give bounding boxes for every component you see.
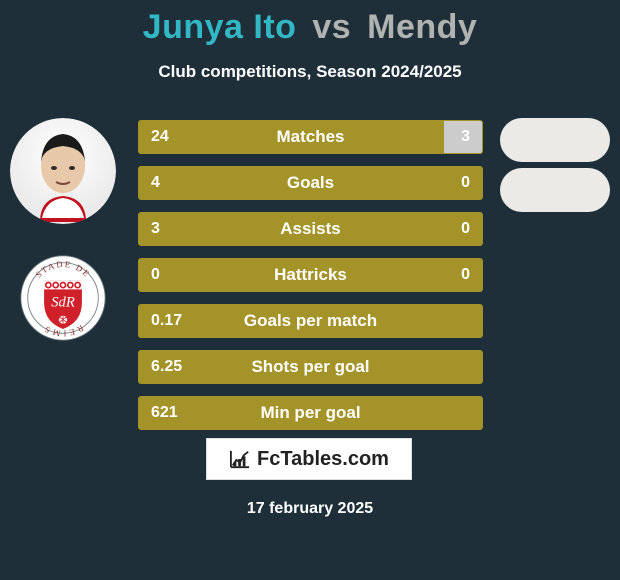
subtitle: Club competitions, Season 2024/2025 [0, 62, 620, 82]
title-player1: Junya Ito [143, 8, 297, 46]
stat-label: Matches [139, 121, 482, 153]
stat-row: 243Matches [138, 120, 483, 154]
stat-label: Goals [139, 167, 482, 199]
player2-avatar-oval-2 [500, 168, 610, 212]
stat-row: 6.25Shots per goal [138, 350, 483, 384]
chart-icon [229, 449, 251, 469]
stat-row: 30Assists [138, 212, 483, 246]
title-player2: Mendy [367, 8, 477, 46]
page-title: Junya Ito vs Mendy [0, 8, 620, 47]
crest-mono: SdR [51, 295, 75, 311]
stat-label: Goals per match [139, 305, 482, 337]
player2-avatar-oval-1 [500, 118, 610, 162]
stat-row: 621Min per goal [138, 396, 483, 430]
brand-box[interactable]: FcTables.com [206, 438, 412, 480]
stat-label: Hattricks [139, 259, 482, 291]
player1-club-crest: STADE DE REIMS SdR [20, 255, 106, 341]
date: 17 february 2025 [0, 500, 620, 518]
brand-text: FcTables.com [257, 448, 389, 471]
player1-avatar [10, 118, 116, 224]
stat-bars: 243Matches 40Goals 30Assists 00Hattricks 0.1… [138, 120, 483, 442]
stat-row: 40Goals [138, 166, 483, 200]
stat-row: 00Hattricks [138, 258, 483, 292]
stat-row: 0.17Goals per match [138, 304, 483, 338]
stat-label: Assists [139, 213, 482, 245]
title-vs: vs [312, 8, 351, 46]
stat-label: Min per goal [139, 397, 482, 429]
stat-label: Shots per goal [139, 351, 482, 383]
